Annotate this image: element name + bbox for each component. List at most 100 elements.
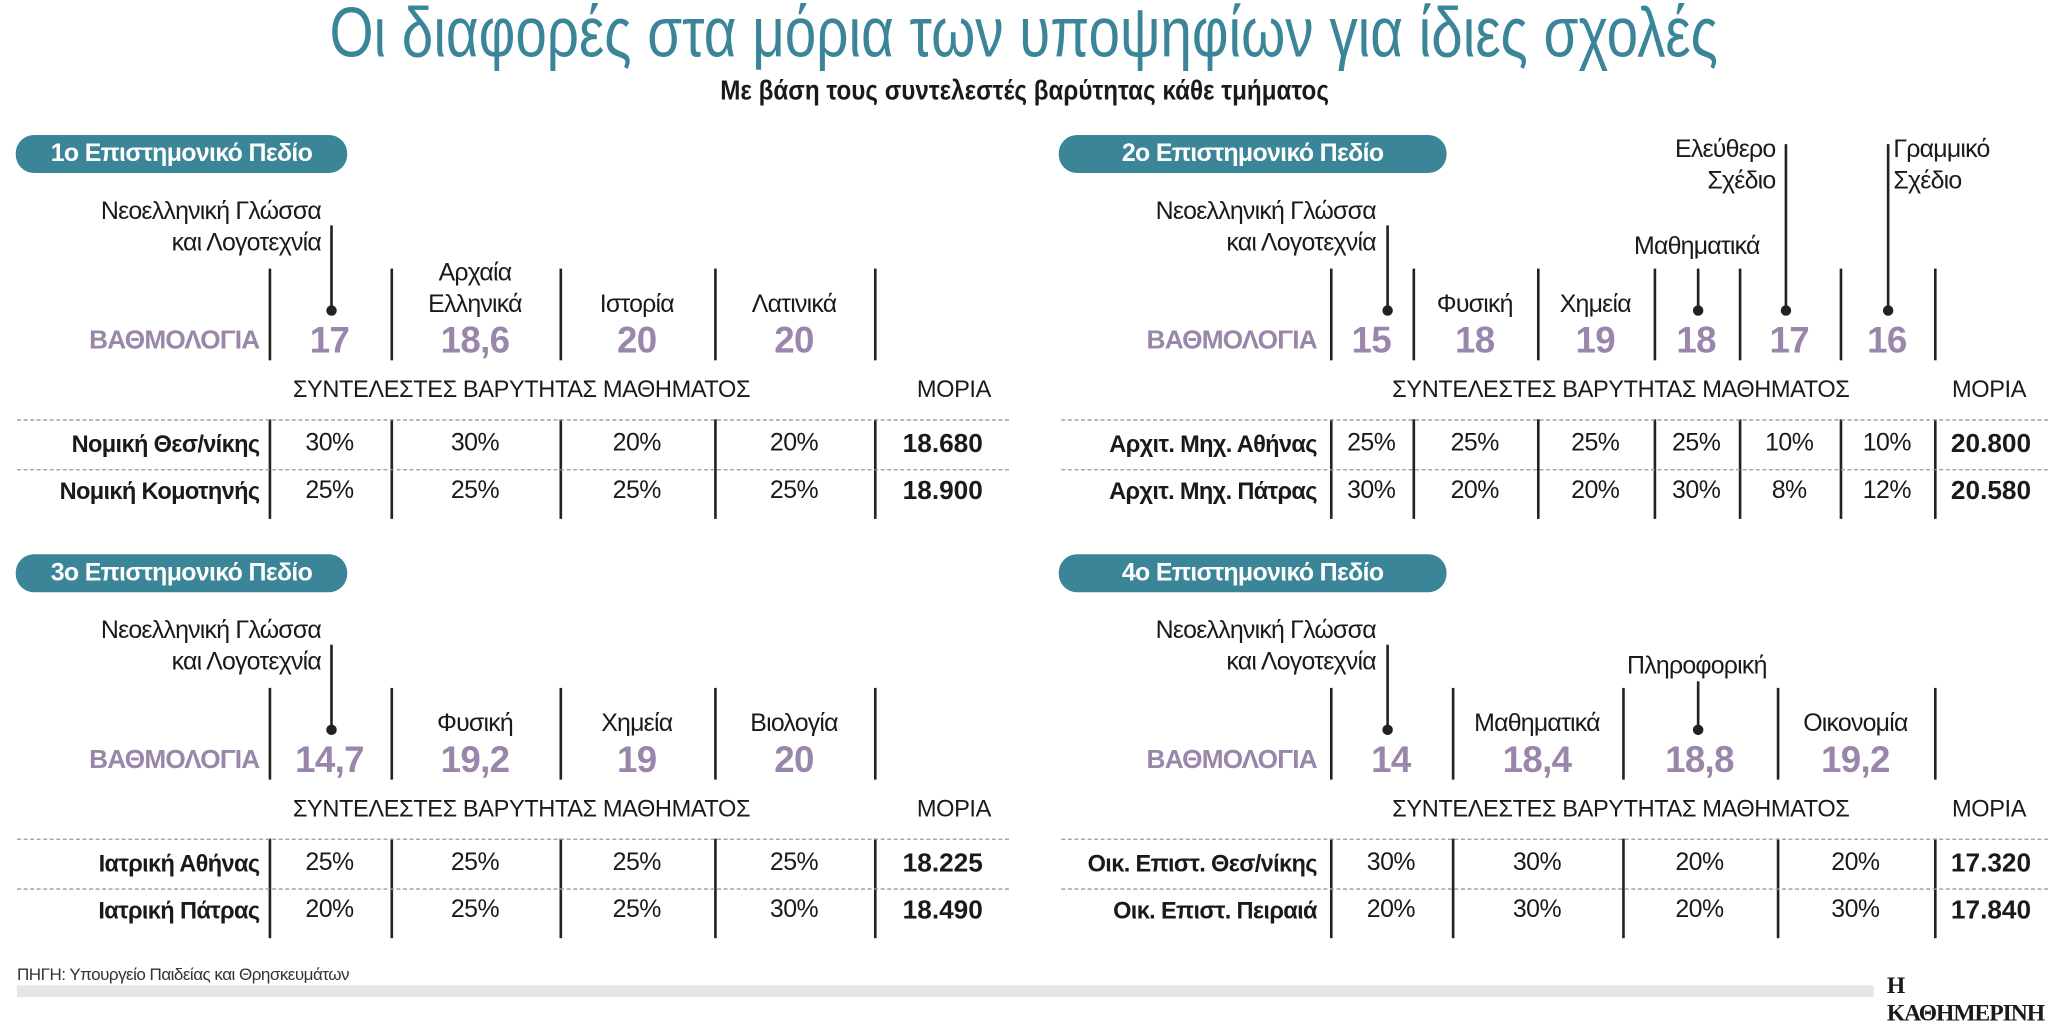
subject-label-line: Βιολογία bbox=[750, 710, 838, 738]
table-row: Ιατρική Πάτρας 20% 25% 25% 30% 18.490 bbox=[0, 896, 2048, 930]
column-divider bbox=[268, 419, 271, 519]
table-row: Ιατρική Αθήνας 25% 25% 25% 25% 18.225 bbox=[0, 849, 2048, 883]
subject-label: Νεοελληνική Γλώσσα και Λογοτεχνία bbox=[1156, 197, 1377, 260]
weight-cell: 30% bbox=[450, 429, 500, 458]
column-divider bbox=[1934, 687, 1936, 780]
column-divider bbox=[1622, 687, 1625, 780]
subject-label-line: Μαθηματικά bbox=[1634, 233, 1760, 261]
column-divider bbox=[1776, 687, 1779, 780]
column-divider bbox=[714, 419, 717, 519]
subject-label-line: και Λογοτεχνία bbox=[1226, 648, 1376, 677]
column-divider bbox=[1839, 419, 1842, 519]
weight-cell: 20% bbox=[1831, 849, 1880, 877]
moria-value: 18.490 bbox=[902, 896, 983, 926]
subject-score: 20 bbox=[774, 319, 814, 361]
subject-label-line: Χημεία bbox=[1559, 290, 1632, 319]
callout-line bbox=[1386, 644, 1389, 729]
table-row: Νομική Κομοτηνής 25% 25% 25% 25% 18.900 bbox=[0, 477, 2048, 511]
subject-label: Λατινικά bbox=[689, 290, 899, 321]
column-divider bbox=[1839, 268, 1842, 361]
subject-label: Ιστορία bbox=[532, 290, 742, 321]
panel-4: 4ο Επιστημονικό Πεδίο ΒΑΘΜΟΛΟΓΙΑ 14 Νεοελλη… bbox=[0, 419, 2048, 939]
column-divider bbox=[559, 419, 562, 519]
column-divider bbox=[1329, 838, 1332, 939]
callout-line bbox=[1696, 268, 1699, 310]
weight-cell: 20% bbox=[1675, 896, 1724, 924]
subject-label-line: Πληροφορική bbox=[1627, 652, 1767, 681]
row-divider bbox=[1061, 888, 2048, 890]
page-title: Οι διαφορές στα μόρια των υποψηφίων για … bbox=[329, 0, 1719, 73]
subject-score: 18 bbox=[1454, 319, 1495, 361]
moria-header: ΜΟΡΙΑ bbox=[916, 795, 991, 822]
subject-label: Μαθηματικά bbox=[1566, 232, 1828, 263]
column-divider bbox=[1451, 687, 1454, 780]
column-divider bbox=[1653, 419, 1656, 519]
weight-cell: 20% bbox=[612, 429, 662, 458]
subject-score: 18 bbox=[1676, 319, 1716, 361]
column-divider bbox=[390, 687, 393, 780]
subject-label-line: και Λογοτεχνία bbox=[171, 648, 322, 677]
column-divider bbox=[873, 419, 876, 519]
column-divider bbox=[1412, 268, 1415, 361]
subject-label: Νεοελληνική Γλώσσα και Λογοτεχνία bbox=[1156, 616, 1377, 679]
table-row: Οικ. Επιστ. Πειραιά 20% 30% 20% 30% 17.840 bbox=[0, 896, 2048, 930]
subject-label: Αρχαία Ελληνικά bbox=[370, 258, 580, 321]
callout-dot-icon bbox=[1780, 305, 1791, 316]
subject-label: Βιολογία bbox=[689, 709, 899, 740]
panel-2: 2ο Επιστημονικό Πεδίο ΒΑΘΜΟΛΟΓΙΑ 15 Νεοελλη… bbox=[0, 0, 2048, 519]
school-name: Αρχιτ. Μηχ. Αθήνας bbox=[1109, 431, 1317, 458]
column-divider bbox=[1776, 838, 1779, 939]
school-name: Οικ. Επιστ. Θεσ/νίκης bbox=[1087, 850, 1318, 877]
subject-label: Νεοελληνική Γλώσσα και Λογοτεχνία bbox=[101, 616, 322, 679]
row-divider bbox=[17, 419, 1009, 421]
panel-title: 4ο Επιστημονικό Πεδίο bbox=[1058, 554, 1447, 593]
weight-cell: 25% bbox=[450, 896, 500, 924]
moria-header: ΜΟΡΙΑ bbox=[916, 376, 991, 403]
moria-value: 18.680 bbox=[902, 429, 983, 459]
row-divider bbox=[17, 888, 1009, 890]
column-divider bbox=[390, 838, 393, 939]
column-divider bbox=[390, 419, 393, 519]
row-divider bbox=[17, 838, 1009, 840]
weight-cell: 10% bbox=[1862, 429, 1912, 458]
subject-label-line: Σχέδιο bbox=[1893, 167, 1962, 196]
column-divider bbox=[268, 838, 271, 939]
weight-cell: 25% bbox=[612, 849, 662, 877]
weight-cell: 20% bbox=[305, 896, 354, 924]
weight-cell: 25% bbox=[612, 896, 662, 924]
row-divider bbox=[17, 469, 1009, 471]
subject-score: 19,2 bbox=[1820, 739, 1890, 780]
weight-cell: 25% bbox=[1571, 429, 1620, 458]
subject-label-line: Φυσική bbox=[1436, 290, 1514, 319]
subject-label: Ελεύθερο Σχέδιο bbox=[1675, 135, 1776, 198]
subject-label: Μαθηματικά bbox=[1432, 709, 1642, 740]
column-divider bbox=[873, 687, 876, 780]
column-divider bbox=[873, 268, 876, 361]
panel-3: 3ο Επιστημονικό Πεδίο ΒΑΘΜΟΛΟΓΙΑ 14,7 Νεοελ… bbox=[0, 419, 2048, 939]
column-divider bbox=[1451, 838, 1454, 939]
weight-cell: 20% bbox=[769, 429, 819, 458]
school-name: Οικ. Επιστ. Πειραιά bbox=[1113, 897, 1317, 924]
callout-line bbox=[330, 644, 333, 729]
column-divider bbox=[714, 687, 717, 780]
subject-score: 18,4 bbox=[1502, 739, 1572, 780]
subject-score: 20 bbox=[617, 319, 657, 361]
table-row: Οικ. Επιστ. Θεσ/νίκης 30% 30% 20% 20% 17.320 bbox=[0, 849, 2048, 883]
column-divider bbox=[1738, 268, 1741, 361]
subject-label-line: Φυσική bbox=[437, 710, 514, 738]
subject-label-line: και Λογοτεχνία bbox=[1226, 229, 1376, 257]
weight-cell: 25% bbox=[769, 476, 819, 505]
subject-label-line: Μαθηματικά bbox=[1474, 710, 1600, 738]
weight-cell: 20% bbox=[1675, 849, 1724, 877]
callout-line bbox=[330, 225, 333, 310]
weight-cell: 30% bbox=[769, 896, 819, 924]
panel-1: 1ο Επιστημονικό Πεδίο ΒΑΘΜΟΛΟΓΙΑ 17 Νεοελλη… bbox=[0, 0, 2048, 519]
subject-label: Πληροφορική bbox=[1566, 651, 1828, 682]
column-divider bbox=[1622, 838, 1625, 939]
subject-score: 20 bbox=[774, 739, 814, 780]
callout-dot-icon bbox=[325, 305, 337, 316]
subject-score: 19,2 bbox=[440, 739, 510, 780]
weight-cell: 25% bbox=[612, 476, 662, 505]
row-divider bbox=[1061, 469, 2048, 471]
